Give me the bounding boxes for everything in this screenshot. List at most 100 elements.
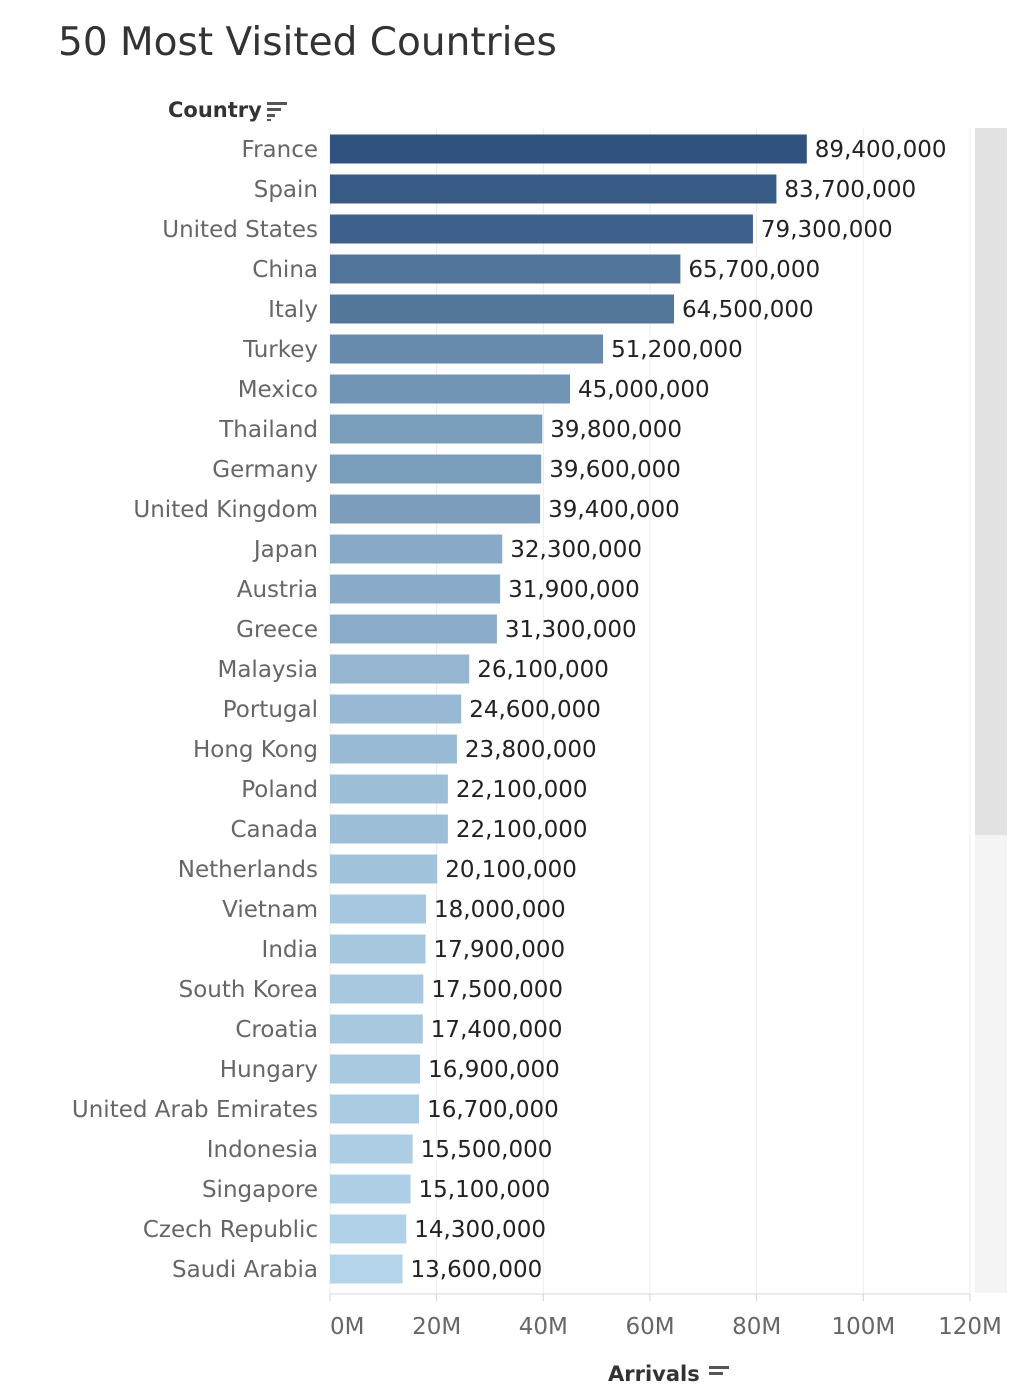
category-label: Saudi Arabia	[172, 1257, 318, 1283]
category-label: Turkey	[242, 337, 318, 363]
x-tick-label: 40M	[519, 1314, 568, 1340]
value-label: 23,800,000	[465, 737, 597, 763]
value-label: 39,800,000	[550, 417, 682, 443]
bar-czech-republic	[330, 1214, 407, 1244]
value-label: 17,400,000	[431, 1017, 563, 1043]
category-label: France	[242, 137, 318, 163]
bar-thailand	[330, 414, 543, 444]
value-label: 20,100,000	[445, 857, 577, 883]
category-label: Canada	[230, 817, 318, 843]
value-label: 39,400,000	[548, 497, 680, 523]
bar-indonesia	[330, 1134, 413, 1164]
value-label: 17,900,000	[433, 937, 565, 963]
category-label: Netherlands	[178, 857, 318, 883]
value-label: 83,700,000	[784, 177, 916, 203]
value-label: 16,700,000	[427, 1097, 559, 1123]
category-label: China	[252, 257, 318, 283]
value-label: 18,000,000	[434, 897, 566, 923]
bar-india	[330, 934, 426, 964]
category-label: Malaysia	[217, 657, 318, 683]
x-axis-title[interactable]: Arrivals	[608, 1362, 700, 1386]
axis-sort-icon[interactable]	[708, 1364, 730, 1386]
value-label: 16,900,000	[428, 1057, 560, 1083]
value-label: 65,700,000	[688, 257, 820, 283]
bar-poland	[330, 774, 448, 804]
bar-france	[330, 134, 807, 164]
category-label: Portugal	[223, 697, 318, 723]
category-label: Germany	[212, 457, 318, 483]
category-label: United States	[162, 217, 318, 243]
category-label: Japan	[252, 537, 318, 563]
category-label: United Arab Emirates	[72, 1097, 318, 1123]
category-label: Mexico	[238, 377, 318, 403]
category-label: Greece	[236, 617, 318, 643]
bar-canada	[330, 814, 448, 844]
bars-group: France 89,400,000 Spain 83,700,000 United St…	[72, 134, 947, 1284]
value-label: 89,400,000	[815, 137, 947, 163]
bar-japan	[330, 534, 503, 564]
chart-title: 50 Most Visited Countries	[58, 20, 557, 65]
category-label: Hong Kong	[193, 737, 318, 763]
category-label: Italy	[268, 297, 318, 323]
value-label: 22,100,000	[456, 817, 588, 843]
sort-icon[interactable]	[266, 100, 288, 122]
category-label: Spain	[254, 177, 318, 203]
value-label: 31,900,000	[508, 577, 640, 603]
value-label: 13,600,000	[411, 1257, 543, 1283]
category-label: Czech Republic	[143, 1217, 318, 1243]
category-label: South Korea	[179, 977, 318, 1003]
bar-china	[330, 254, 681, 284]
value-label: 15,100,000	[419, 1177, 551, 1203]
bar-united-kingdom	[330, 494, 541, 524]
bar-portugal	[330, 694, 462, 724]
bar-turkey	[330, 334, 604, 364]
category-label: Vietnam	[222, 897, 318, 923]
value-label: 15,500,000	[421, 1137, 553, 1163]
bar-mexico	[330, 374, 570, 404]
category-label: Thailand	[218, 417, 318, 443]
bar-united-states	[330, 214, 753, 244]
bar-hungary	[330, 1054, 421, 1084]
value-label: 17,500,000	[431, 977, 563, 1003]
bar-singapore	[330, 1174, 411, 1204]
country-field-header[interactable]: Country	[168, 98, 262, 122]
category-label: Croatia	[235, 1017, 318, 1043]
bar-vietnam	[330, 894, 426, 924]
bar-greece	[330, 614, 497, 644]
value-label: 39,600,000	[549, 457, 681, 483]
category-label: Hungary	[220, 1057, 318, 1083]
value-label: 14,300,000	[414, 1217, 546, 1243]
value-label: 26,100,000	[477, 657, 609, 683]
value-label: 79,300,000	[761, 217, 893, 243]
bar-germany	[330, 454, 542, 484]
bar-malaysia	[330, 654, 470, 684]
x-tick-label: 0M	[330, 1314, 364, 1340]
value-label: 51,200,000	[611, 337, 743, 363]
category-label: India	[262, 937, 318, 963]
x-tick-label: 60M	[625, 1314, 674, 1340]
bar-croatia	[330, 1014, 423, 1044]
category-label: Singapore	[202, 1177, 318, 1203]
value-label: 22,100,000	[456, 777, 588, 803]
value-label: 24,600,000	[469, 697, 601, 723]
value-label: 32,300,000	[510, 537, 642, 563]
category-label: United Kingdom	[133, 497, 318, 523]
bar-south-korea	[330, 974, 424, 1004]
bar-saudi-arabia	[330, 1254, 403, 1284]
scrollbar-thumb[interactable]	[975, 128, 1007, 835]
bar-spain	[330, 174, 777, 204]
x-tick-label: 120M	[938, 1314, 1002, 1340]
x-tick-label: 100M	[831, 1314, 895, 1340]
category-label: Austria	[237, 577, 318, 603]
bar-netherlands	[330, 854, 438, 884]
value-label: 45,000,000	[578, 377, 710, 403]
bar-austria	[330, 574, 501, 604]
value-label: 64,500,000	[682, 297, 814, 323]
x-tick-label: 80M	[732, 1314, 781, 1340]
x-tick-label: 20M	[412, 1314, 461, 1340]
category-label: Poland	[241, 777, 318, 803]
value-label: 31,300,000	[505, 617, 637, 643]
bar-italy	[330, 294, 674, 324]
category-label: Indonesia	[207, 1137, 318, 1163]
